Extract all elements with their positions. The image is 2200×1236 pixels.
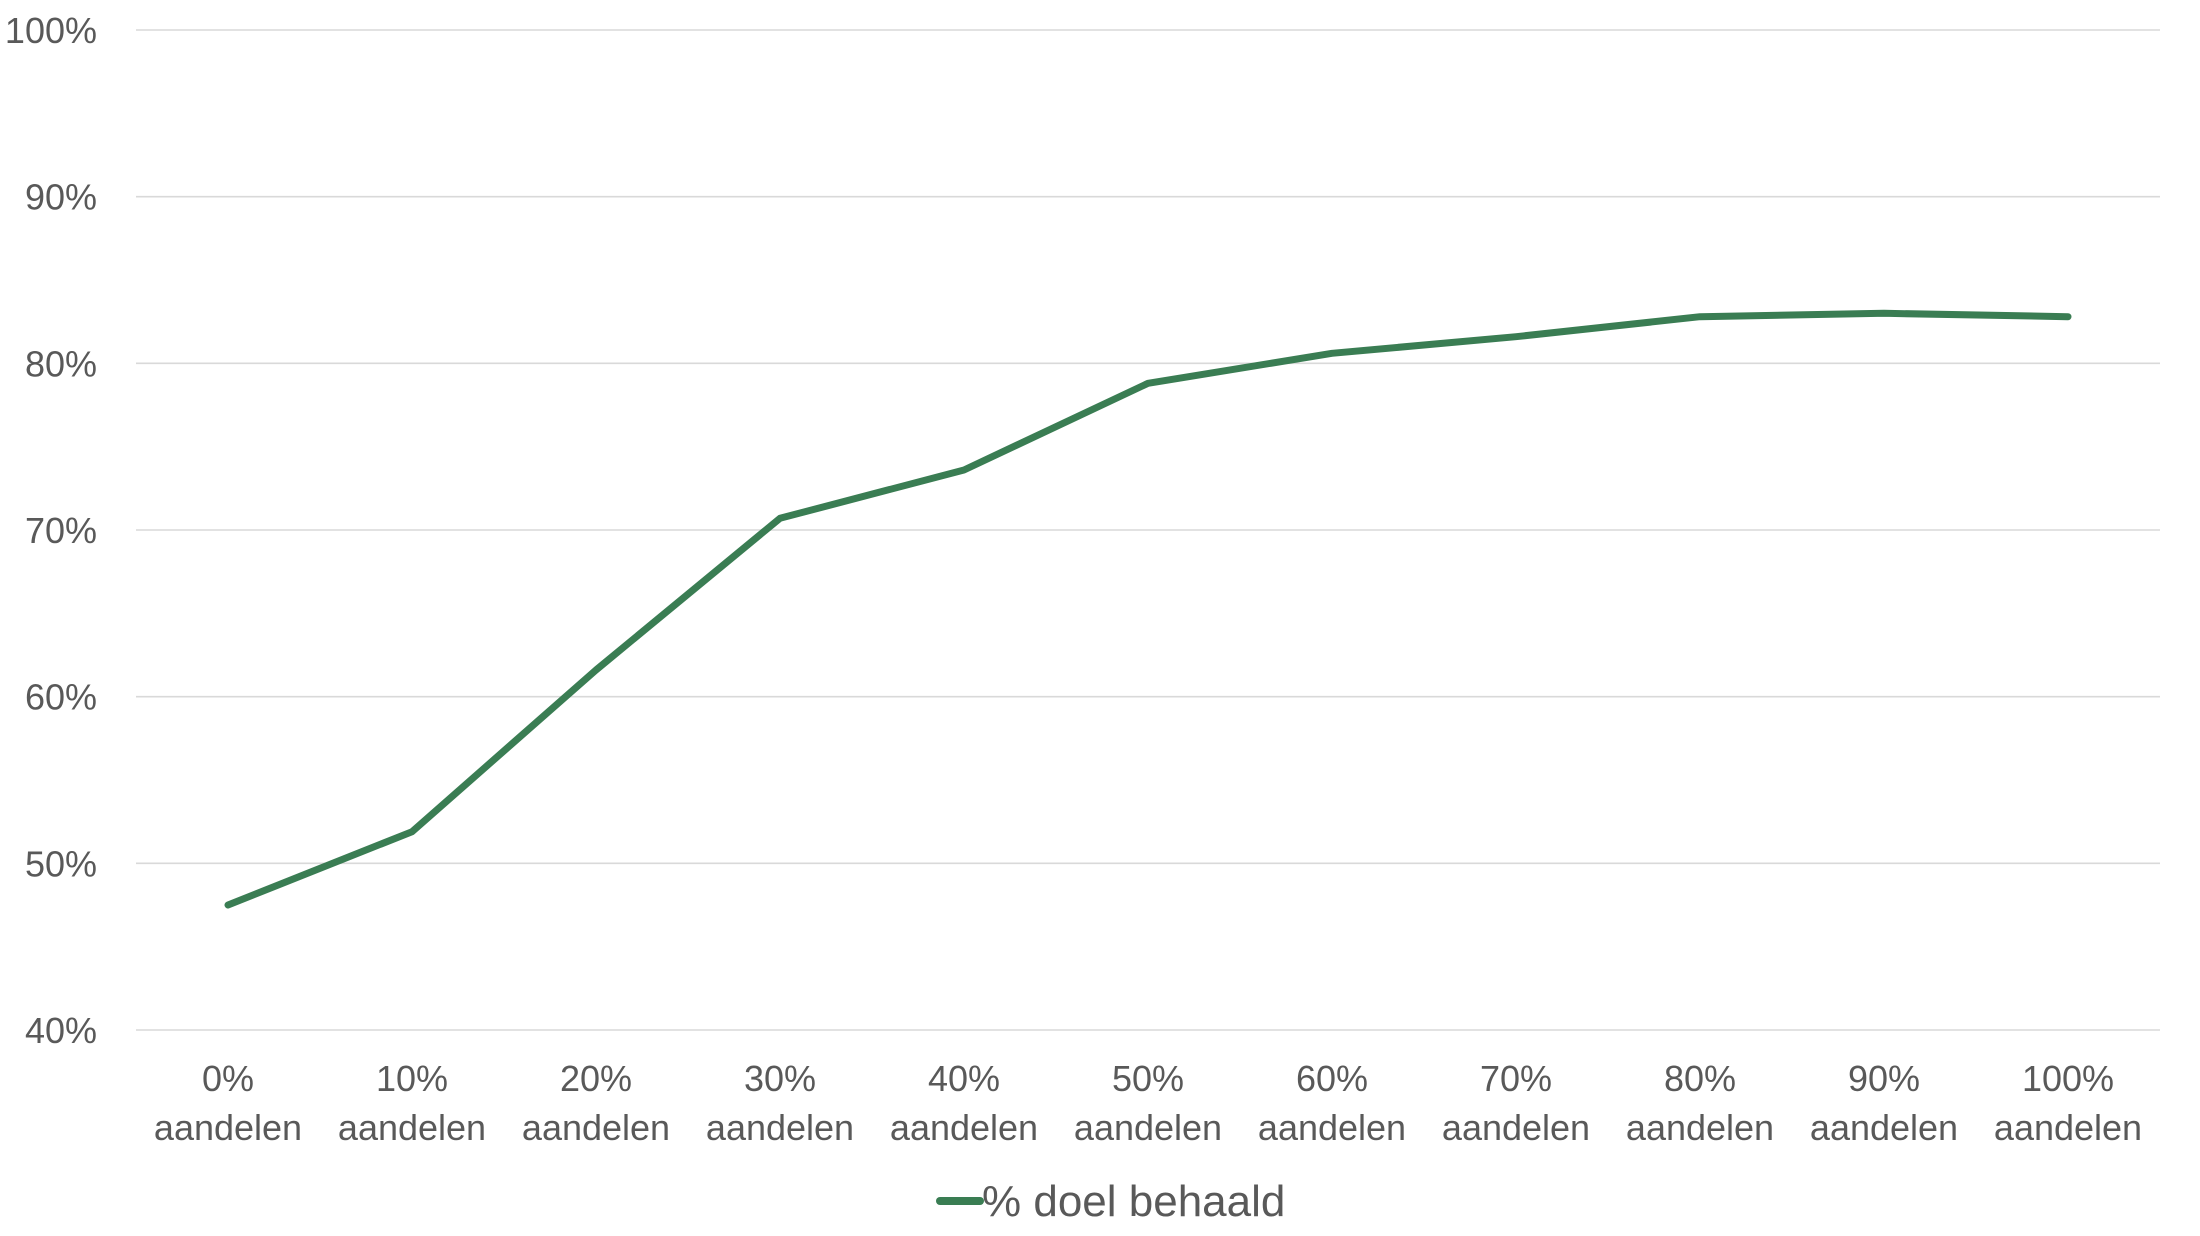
- x-tick-label-3-line-0: 30%: [744, 1058, 816, 1099]
- x-tick-label-9-line-1: aandelen: [1810, 1107, 1958, 1148]
- y-tick-label-3: 70%: [25, 510, 97, 551]
- y-tick-label-6: 100%: [5, 10, 97, 51]
- y-tick-label-1: 50%: [25, 843, 97, 884]
- x-tick-label-3-line-1: aandelen: [706, 1107, 854, 1148]
- x-tick-label-6-line-1: aandelen: [1258, 1107, 1406, 1148]
- x-tick-label-10-line-0: 100%: [2022, 1058, 2114, 1099]
- x-tick-label-7-line-1: aandelen: [1442, 1107, 1590, 1148]
- x-tick-label-2-line-1: aandelen: [522, 1107, 670, 1148]
- x-tick-label-1-line-1: aandelen: [338, 1107, 486, 1148]
- x-tick-label-0-line-0: 0%: [202, 1058, 254, 1099]
- series-lines: [228, 313, 2068, 905]
- x-tick-label-9-line-0: 90%: [1848, 1058, 1920, 1099]
- y-tick-label-0: 40%: [25, 1010, 97, 1051]
- x-tick-label-10-line-1: aandelen: [1994, 1107, 2142, 1148]
- x-tick-label-5-line-0: 50%: [1112, 1058, 1184, 1099]
- legend-label-series-0: % doel behaald: [982, 1177, 1285, 1226]
- y-tick-label-2: 60%: [25, 677, 97, 718]
- y-tick-label-5: 90%: [25, 177, 97, 218]
- x-tick-label-5-line-1: aandelen: [1074, 1107, 1222, 1148]
- x-tick-label-1-line-0: 10%: [376, 1058, 448, 1099]
- x-tick-label-8-line-1: aandelen: [1626, 1107, 1774, 1148]
- x-tick-label-6-line-0: 60%: [1296, 1058, 1368, 1099]
- gridlines: [136, 30, 2160, 1030]
- x-tick-label-2-line-0: 20%: [560, 1058, 632, 1099]
- x-tick-label-7-line-0: 70%: [1480, 1058, 1552, 1099]
- x-tick-label-4-line-1: aandelen: [890, 1107, 1038, 1148]
- x-tick-label-8-line-0: 80%: [1664, 1058, 1736, 1099]
- legend: % doel behaald: [940, 1177, 1285, 1226]
- series-line-0: [228, 313, 2068, 905]
- x-tick-label-4-line-0: 40%: [928, 1058, 1000, 1099]
- x-axis-tick-labels: 0% aandelen 10% aandelen 20% aandelen 30% aande…: [154, 1058, 2142, 1148]
- y-axis-tick-labels: 40% 50% 60% 70% 80% 90% 100%: [5, 10, 97, 1051]
- x-tick-label-0-line-1: aandelen: [154, 1107, 302, 1148]
- y-tick-label-4: 80%: [25, 343, 97, 384]
